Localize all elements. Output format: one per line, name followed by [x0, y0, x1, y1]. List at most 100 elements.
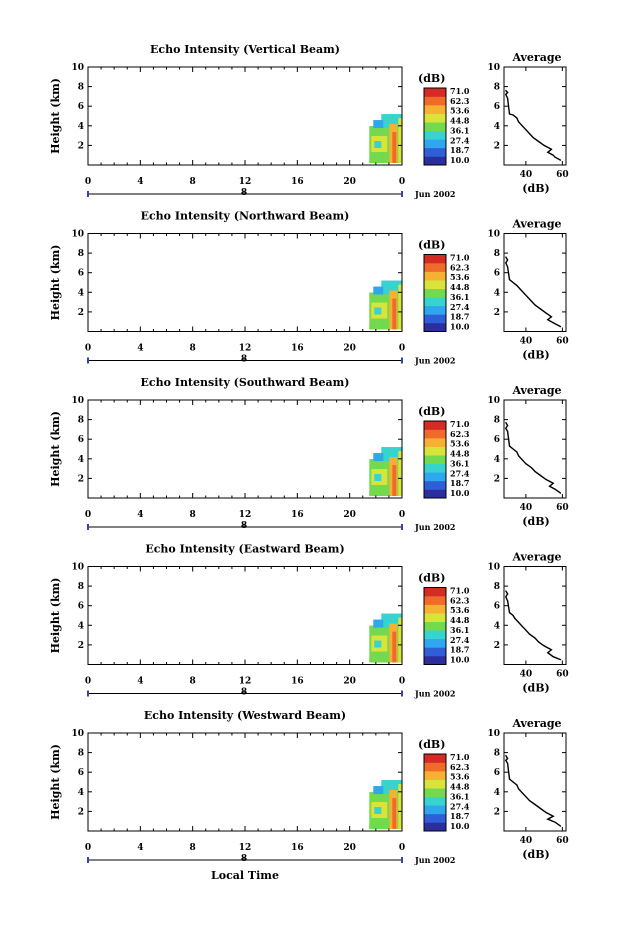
y-tick-label: 4	[78, 122, 84, 132]
colorbar-label: 10.0	[450, 488, 470, 498]
x-tick-label: 0	[399, 843, 405, 853]
colorbar-label: 53.6	[450, 772, 470, 782]
profile-point	[550, 649, 553, 651]
profile-point	[517, 121, 520, 123]
profile-point	[523, 292, 525, 294]
colorbar-segment	[424, 130, 446, 140]
profile-y-tick-label: 2	[494, 641, 500, 651]
profile-point	[552, 322, 554, 324]
profile-point	[543, 645, 545, 647]
profile-point	[532, 136, 534, 139]
y-tick-label: 4	[78, 455, 84, 465]
echo-right-band	[398, 451, 402, 496]
x-tick-label: 0	[85, 677, 91, 687]
profile-title: Average	[511, 51, 561, 64]
colorbar-segment	[424, 113, 446, 123]
y-tick-label: 6	[78, 435, 84, 445]
profile-point	[547, 151, 549, 153]
x-tick-label: 20	[343, 677, 356, 687]
profile-point	[516, 451, 518, 453]
colorbar-frame	[423, 420, 447, 499]
beam-panel-4: Echo Intensity (Westward Beam) Height (km…	[49, 709, 569, 865]
date-label: Jun 2002	[414, 356, 455, 366]
colorbar-segment	[424, 754, 446, 763]
colorbar-label: 36.1	[450, 458, 469, 468]
profile-frame	[503, 233, 567, 332]
plot-frame	[87, 66, 403, 166]
profile-y-tick-label: 10	[487, 230, 500, 240]
y-tick-label: 10	[71, 63, 84, 73]
echo-lower	[369, 657, 384, 663]
x-tick-label: 12	[239, 510, 252, 520]
profile-y-tick-label: 2	[494, 474, 500, 484]
echo-top-left	[373, 453, 384, 462]
colorbar-segment	[424, 771, 446, 780]
profile-point	[508, 278, 511, 281]
profile-point	[559, 492, 562, 494]
profile-point	[527, 296, 529, 298]
colorbar-segment	[424, 480, 446, 490]
profile-point	[505, 262, 507, 264]
profile-point	[507, 424, 509, 427]
echo-green-strip	[383, 320, 390, 330]
y-tick-label: 2	[78, 308, 84, 318]
echo-green-strip	[383, 653, 390, 663]
echo-mid-cyan	[374, 474, 382, 482]
colorbar-label: 71.0	[450, 253, 470, 263]
colorbar-label: 18.7	[450, 811, 469, 821]
date-label: Jun 2002	[414, 189, 455, 199]
colorbar-frame	[423, 587, 447, 665]
profile-x-label: (dB)	[522, 515, 549, 528]
profile-point	[508, 445, 511, 447]
colorbar-label: 71.0	[450, 419, 470, 429]
y-tick-label: 8	[78, 749, 84, 759]
colorbar-label: 53.6	[450, 106, 470, 116]
colorbar-label: 18.7	[450, 645, 469, 655]
date-label: Jun 2002	[414, 689, 455, 699]
profile-point	[528, 633, 531, 635]
profile-point	[554, 156, 556, 158]
profile-x-tick-label: 40	[520, 836, 533, 846]
profile-point	[539, 308, 542, 310]
panel-title: Echo Intensity (Eastward Beam)	[145, 543, 344, 556]
profile-title: Average	[511, 717, 561, 730]
colorbar-segment	[424, 638, 446, 648]
profile-point	[545, 811, 547, 813]
y-axis-label: Height (km)	[49, 245, 62, 321]
echo-top-left	[373, 120, 384, 129]
echo-lower	[369, 158, 384, 163]
y-tick-label: 10	[71, 563, 84, 573]
profile-point	[547, 818, 549, 820]
colorbar-segment	[424, 630, 446, 640]
colorbar-segment	[424, 463, 446, 473]
colorbar-label: 71.0	[450, 86, 470, 96]
x-tick-label: 20	[343, 843, 356, 853]
colorbar-label: 36.1	[450, 125, 469, 135]
y-axis-label: Height (km)	[49, 411, 62, 487]
profile-point	[505, 89, 507, 92]
profile-frame	[503, 399, 567, 499]
profile-line	[505, 590, 561, 661]
profile-point	[505, 590, 507, 592]
profile-point	[512, 448, 514, 450]
colorbar-segment	[424, 762, 446, 772]
profile-y-tick-label: 4	[494, 288, 500, 298]
plot-frame	[87, 399, 403, 499]
profile-x-label: (dB)	[522, 848, 549, 861]
y-tick-label: 4	[78, 288, 84, 298]
profile-line	[504, 422, 561, 494]
profile-point	[547, 319, 549, 321]
colorbar-segment	[424, 297, 446, 307]
x-tick-label: 16	[291, 677, 304, 687]
y-tick-label: 6	[78, 102, 84, 112]
profile-line	[504, 90, 561, 161]
colorbar-label: 71.0	[450, 586, 470, 596]
y-tick-label: 2	[78, 641, 84, 651]
colorbar-segment	[424, 489, 446, 499]
x-tick-label: 12	[239, 344, 252, 354]
colorbar-label: 44.8	[450, 449, 470, 459]
y-tick-label: 6	[78, 269, 84, 279]
profile-x-tick-label: 60	[556, 503, 569, 513]
colorbar-segment	[424, 429, 446, 439]
profile-point	[505, 421, 507, 424]
